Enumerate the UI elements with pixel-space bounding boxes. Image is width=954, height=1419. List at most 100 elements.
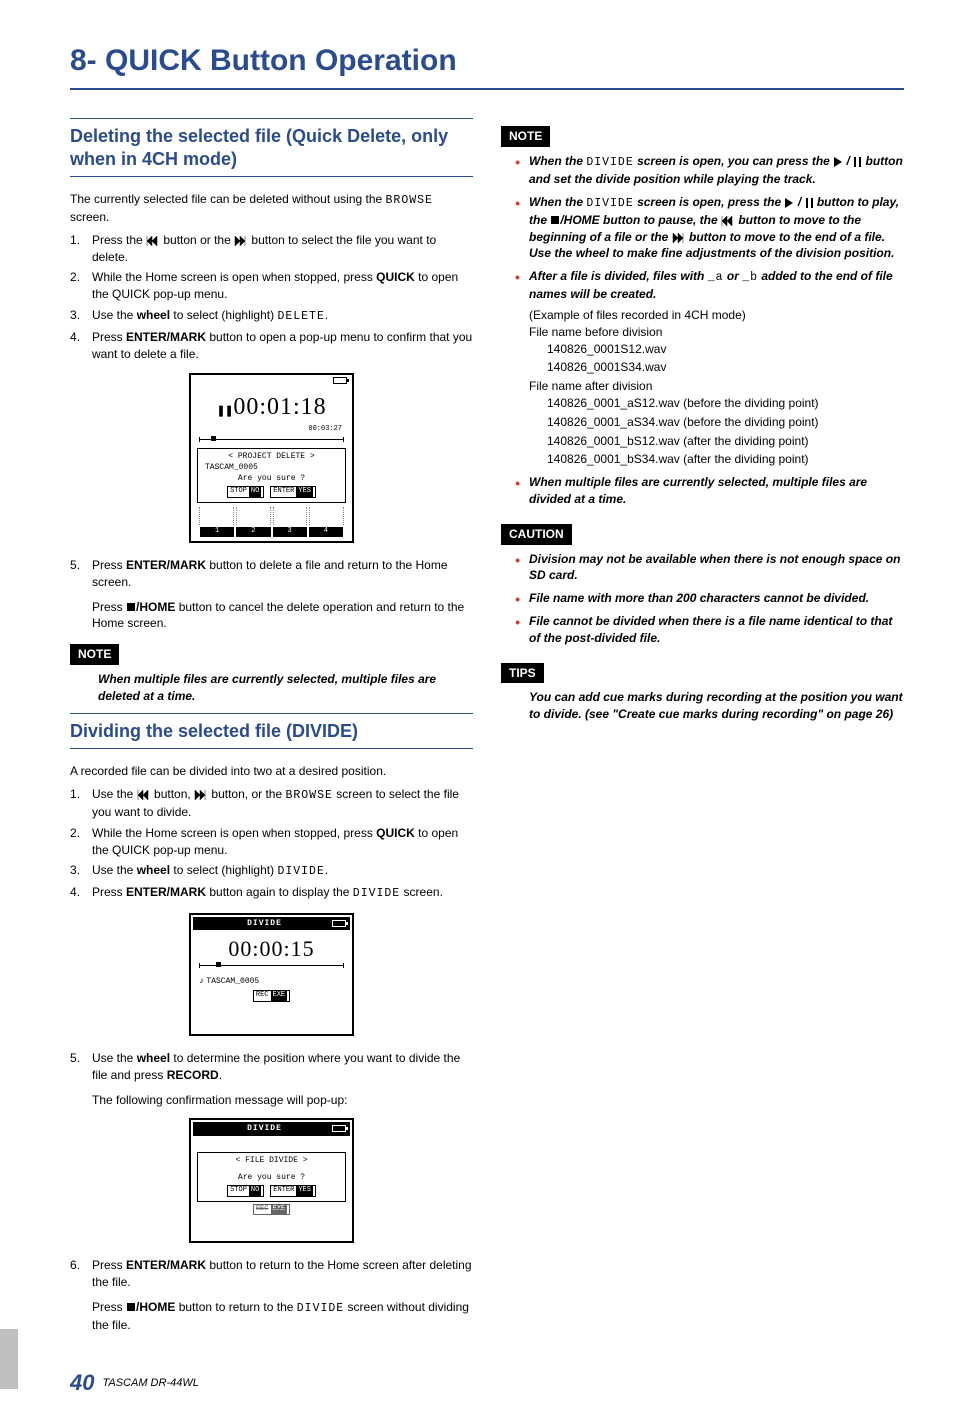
lcd-time: 00:00:15 — [193, 930, 350, 965]
text: After a file is divided, files with — [529, 269, 708, 283]
mono-text: DIVIDE — [297, 1302, 344, 1315]
note-item: After a file is divided, files with _a o… — [529, 268, 904, 468]
note-text: When multiple files are currently select… — [98, 672, 436, 703]
pause-icon — [853, 156, 862, 167]
lcd-buttons: RECEXE — [193, 988, 350, 1004]
caution-item: File name with more than 200 characters … — [529, 590, 904, 607]
lcd1-wrap: 00:01:18 00:03:27 < PROJECT DELETE > TAS… — [70, 373, 473, 543]
filename: 140826_0001_bS34.wav (after the dividing… — [529, 451, 904, 468]
lcd3-wrap: DIVIDE < FILE DIVIDE > Are you sure ? ST… — [70, 1118, 473, 1243]
step: Use the button, button, or the BROWSE sc… — [70, 786, 473, 821]
text: Use the — [92, 1051, 137, 1065]
lcd2-wrap: DIVIDE 00:00:15 TASCAM_0005 RECEXE — [70, 913, 473, 1036]
bold-text: wheel — [137, 863, 170, 877]
caution-item: File cannot be divided when there is a f… — [529, 613, 904, 647]
text: Press — [92, 330, 126, 344]
note-block: When multiple files are currently select… — [70, 671, 473, 705]
before-label: File name before division — [529, 324, 904, 341]
text: screen. — [70, 210, 109, 224]
note-label: NOTE — [501, 126, 550, 147]
text: Press the — [92, 233, 146, 247]
bold-text: ENTER/MARK — [126, 330, 206, 344]
section2-steps-cont: Use the wheel to determine the position … — [70, 1050, 473, 1084]
step: Press ENTER/MARK button again to display… — [70, 884, 473, 902]
section2-intro: A recorded file can be divided into two … — [70, 763, 473, 780]
step: Press ENTER/MARK button to return to the… — [70, 1257, 473, 1291]
enter-yes-button: ENTERYES — [270, 1185, 316, 1197]
lcd-meters — [193, 505, 350, 527]
step: While the Home screen is open when stopp… — [70, 269, 473, 303]
note-list: When the DIVIDE screen is open, you can … — [501, 153, 904, 508]
battery-icon — [333, 377, 347, 384]
lcd-title: DIVIDE — [247, 1123, 282, 1134]
pause-icon — [216, 391, 226, 425]
mono-text: BROWSE — [386, 194, 433, 207]
rec-exe-button: RECEXE — [253, 990, 290, 1002]
note-item: When the DIVIDE screen is open, press th… — [529, 194, 904, 262]
caution-label: CAUTION — [501, 524, 572, 545]
step: Press ENTER/MARK button to open a pop-up… — [70, 329, 473, 363]
chapter-title: 8- QUICK Button Operation — [70, 40, 904, 82]
stop-no-button: STOPNO — [227, 486, 264, 498]
bold-text: wheel — [137, 1051, 170, 1065]
text: When the — [529, 195, 586, 209]
text: . — [325, 308, 328, 322]
text: The currently selected file can be delet… — [70, 192, 386, 206]
mono-text: DIVIDE — [586, 197, 633, 210]
text: Press — [92, 885, 126, 899]
lcd-ruler — [199, 965, 344, 971]
step: Use the wheel to determine the position … — [70, 1050, 473, 1084]
lcd-topbar — [193, 377, 350, 387]
after-label: File name after division — [529, 378, 904, 395]
mono-text: DIVIDE — [586, 156, 633, 169]
text: to select (highlight) — [170, 308, 277, 322]
step: Press the button or the button to select… — [70, 232, 473, 266]
dialog-buttons: STOPNO ENTERYES — [201, 1183, 342, 1199]
lcd-ruler — [199, 439, 344, 445]
play-icon — [784, 197, 794, 208]
time-value: 00:01:18 — [233, 394, 326, 420]
battery-icon — [332, 920, 346, 927]
right-column: NOTE When the DIVIDE screen is open, you… — [501, 118, 904, 1338]
bold-text: wheel — [576, 246, 609, 260]
section1-steps: Press the button or the button to select… — [70, 232, 473, 363]
bold-text: QUICK — [376, 826, 415, 840]
text: screen is open, you can press the — [634, 154, 833, 168]
text: button to pause, the — [600, 213, 721, 227]
filename: 140826_0001_aS12.wav (before the dividin… — [529, 395, 904, 412]
caution-list: Division may not be available when there… — [501, 551, 904, 647]
prev-icon — [146, 235, 160, 246]
lcd-titlebar: DIVIDE — [193, 917, 350, 930]
note-item: When multiple files are currently select… — [529, 474, 904, 508]
tips-block: You can add cue marks during recording a… — [501, 689, 904, 723]
bold-text: /HOME — [136, 1300, 175, 1314]
lcd-title: DIVIDE — [247, 918, 282, 929]
mono-text: BROWSE — [285, 789, 332, 802]
lcd-file: TASCAM_0005 — [193, 974, 350, 989]
text: button, or the — [208, 787, 285, 801]
step: Use the wheel to select (highlight) DELE… — [70, 307, 473, 325]
section2-title: Dividing the selected file (DIVIDE) — [70, 713, 473, 750]
dialog-header: < PROJECT DELETE > — [201, 451, 342, 462]
note-label: NOTE — [70, 644, 119, 665]
lcd-titlebar: DIVIDE — [193, 1122, 350, 1135]
next-icon — [234, 235, 248, 246]
text: to make fine adjustments of the division… — [609, 246, 894, 260]
dialog-line: Are you sure ? — [201, 1172, 342, 1183]
section2-steps-cont2: Press ENTER/MARK button to return to the… — [70, 1257, 473, 1291]
step-sub: Press /HOME button to cancel the delete … — [70, 599, 473, 633]
filename: 140826_0001_bS12.wav (after the dividing… — [529, 433, 904, 450]
enter-yes-button: ENTERYES — [270, 486, 316, 498]
text: Press — [92, 1300, 126, 1314]
lcd-subtime: 00:03:27 — [193, 425, 350, 439]
text: Press — [92, 1258, 126, 1272]
chapter-rule — [70, 88, 904, 90]
text: button again to display the — [206, 885, 353, 899]
filename: 140826_0001S34.wav — [529, 359, 904, 376]
text: When the — [529, 154, 586, 168]
rec-exe-button-disabled: RECEXE — [253, 1204, 290, 1216]
stop-icon — [126, 602, 136, 613]
left-column: Deleting the selected file (Quick Delete… — [70, 118, 473, 1338]
bold-text: /HOME — [136, 600, 175, 614]
next-icon — [672, 232, 686, 243]
